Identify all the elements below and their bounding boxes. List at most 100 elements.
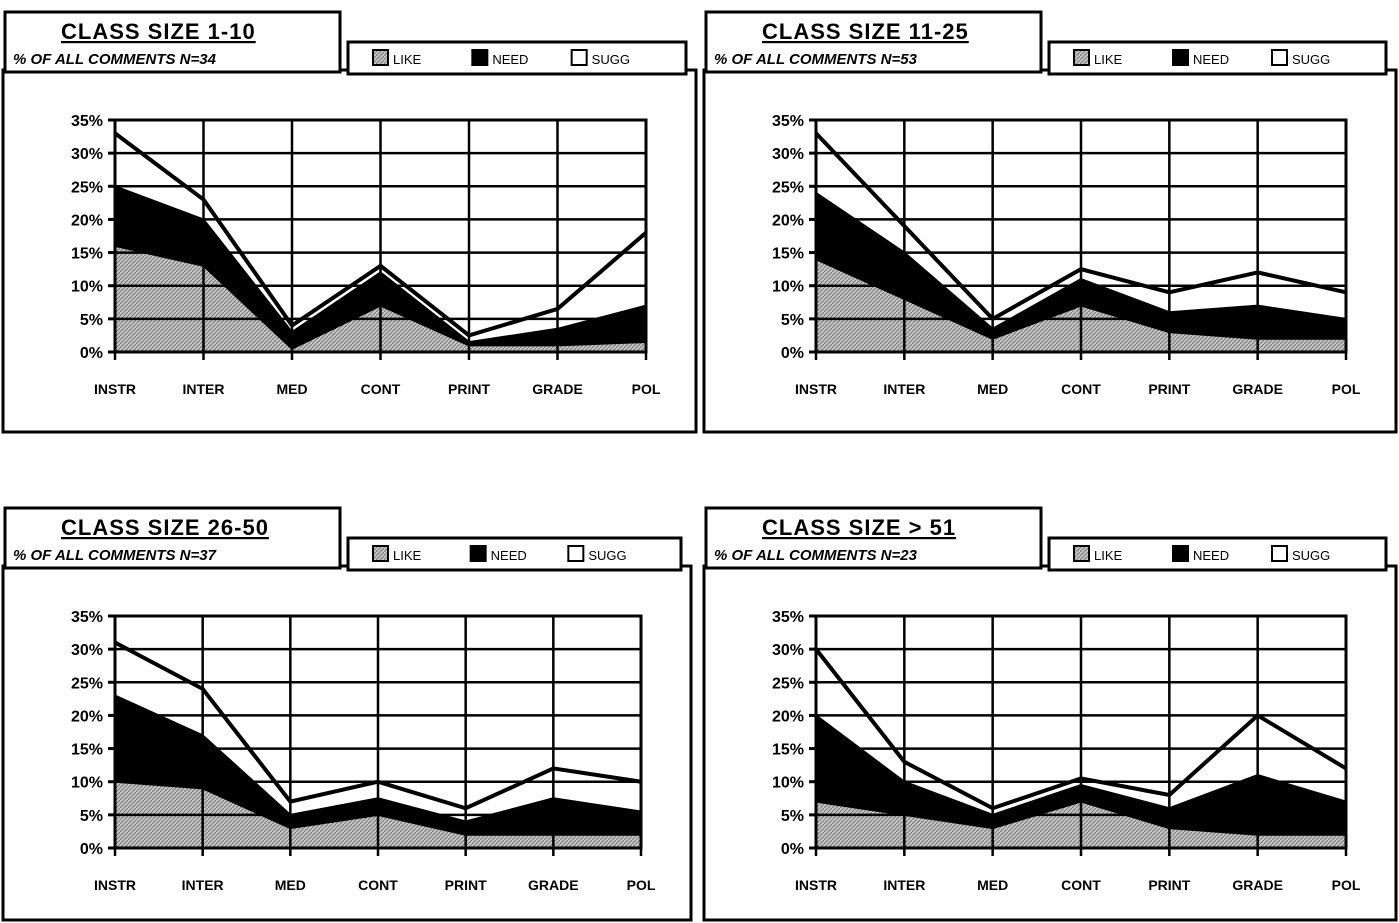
x-tick-label: MED: [276, 381, 307, 397]
legend-label-need: NEED: [491, 548, 527, 563]
chart-title: CLASS SIZE 1-10: [61, 19, 256, 44]
y-tick-label: 15%: [71, 742, 103, 759]
series-line-need: [114, 185, 647, 344]
series-line-like: [815, 258, 1346, 340]
x-tick-label: PRINT: [1148, 381, 1190, 397]
chart-subtitle: % OF ALL COMMENTS N=53: [714, 51, 918, 68]
series-area-sugg: [816, 133, 1346, 329]
legend-label-sugg: SUGG: [588, 548, 626, 563]
series-area-like: [115, 245, 646, 352]
x-tick-label: INSTR: [795, 381, 837, 397]
x-tick-label: GRADE: [532, 381, 583, 397]
y-tick-label: 20%: [772, 212, 804, 229]
legend-swatch-sugg: [1271, 49, 1288, 66]
legend-box: [1047, 40, 1388, 76]
x-tick-label: CONT: [1061, 877, 1101, 893]
chart-legend: LIKE NEED SUGG: [346, 536, 683, 572]
x-tick-label: CONT: [1061, 381, 1101, 397]
y-tick-label: 0%: [781, 345, 804, 362]
x-tick-label: MED: [275, 877, 306, 893]
panel-frame: [1, 68, 698, 434]
x-tick-label: INTER: [183, 381, 225, 397]
y-tick-label: 30%: [71, 146, 103, 163]
legend-label-like: LIKE: [1094, 548, 1123, 563]
y-tick-label: 20%: [71, 212, 103, 229]
x-tick-label: INSTR: [94, 877, 136, 893]
chart-panel-4: CLASS SIZE > 51 % OF ALL COMMENTS N=23 LIK…: [702, 506, 1398, 922]
x-tick-label: GRADE: [528, 877, 579, 893]
chart-panel-3: CLASS SIZE 26-50 % OF ALL COMMENTS N=37 LI…: [1, 506, 693, 922]
y-tick-label: 10%: [772, 775, 804, 792]
y-tick-label: 25%: [772, 179, 804, 196]
x-tick-label: PRINT: [448, 381, 490, 397]
chart-legend: LIKE NEED SUGG: [1047, 536, 1388, 572]
legend-swatch-need: [1172, 545, 1189, 562]
legend-swatch-sugg: [567, 545, 585, 562]
chart-title: CLASS SIZE 11-25: [762, 19, 969, 44]
x-tick-label: INTER: [182, 877, 224, 893]
series-area-sugg: [816, 649, 1346, 815]
x-tick-label: POL: [627, 877, 656, 893]
x-tick-label: CONT: [361, 381, 401, 397]
series-area-need: [115, 186, 646, 349]
series-area-sugg: [115, 133, 646, 343]
y-tick-label: 0%: [80, 841, 103, 858]
series-line-need: [114, 694, 642, 823]
x-tick-label: MED: [977, 381, 1008, 397]
plot-border: [113, 118, 648, 354]
chart-panel-2: CLASS SIZE 11-25 % OF ALL COMMENTS N=53 LI…: [702, 10, 1398, 434]
x-tick-label: MED: [977, 877, 1008, 893]
legend-label-need: NEED: [1193, 52, 1229, 67]
x-tick-label: INTER: [883, 381, 925, 397]
x-tick-label: CONT: [358, 877, 398, 893]
legend-label-need: NEED: [492, 52, 528, 67]
series-line-sugg: [114, 640, 642, 811]
chart-legend: LIKE NEED SUGG: [346, 40, 688, 76]
series-line-sugg: [814, 131, 1347, 322]
y-tick-label: 5%: [80, 808, 103, 825]
title-box: [704, 10, 1043, 74]
y-tick-label: 5%: [781, 808, 804, 825]
x-tick-label: INSTR: [795, 877, 837, 893]
y-tick-label: 0%: [781, 841, 804, 858]
legend-label-need: NEED: [1193, 548, 1229, 563]
legend-swatch-like: [372, 545, 389, 562]
legend-label-sugg: SUGG: [1292, 52, 1330, 67]
panel-frame: [702, 68, 1398, 434]
y-tick-label: 10%: [71, 279, 103, 296]
series-line-sugg: [113, 131, 648, 338]
y-tick-label: 10%: [772, 279, 804, 296]
x-tick-label: GRADE: [1232, 877, 1283, 893]
legend-swatch-like: [1073, 545, 1090, 562]
y-tick-label: 25%: [71, 675, 103, 692]
legend-swatch-need: [471, 49, 489, 66]
title-box: [3, 506, 342, 570]
series-line-sugg: [814, 647, 1348, 811]
y-tick-label: 25%: [71, 179, 103, 196]
plot-border: [113, 614, 643, 850]
y-tick-label: 0%: [80, 345, 103, 362]
x-tick-label: GRADE: [1232, 381, 1283, 397]
y-tick-label: 10%: [71, 775, 103, 792]
y-tick-label: 20%: [71, 708, 103, 725]
series-line-need: [815, 192, 1347, 331]
series-line-need: [815, 714, 1347, 816]
series-line-like: [114, 780, 641, 836]
y-tick-label: 35%: [772, 113, 804, 130]
y-tick-label: 35%: [71, 609, 103, 626]
y-tick-label: 20%: [772, 708, 804, 725]
x-tick-label: PRINT: [1148, 877, 1190, 893]
y-tick-label: 15%: [71, 246, 103, 263]
legend-swatch-sugg: [1271, 545, 1288, 562]
legend-swatch-sugg: [570, 49, 588, 66]
y-tick-label: 5%: [781, 312, 804, 329]
legend-swatch-need: [469, 545, 487, 562]
x-tick-label: INSTR: [94, 381, 136, 397]
title-box: [3, 10, 342, 74]
chart-subtitle: % OF ALL COMMENTS N=34: [13, 51, 217, 68]
panel-frame: [1, 564, 693, 922]
y-tick-label: 30%: [772, 146, 804, 163]
series-area-need: [816, 192, 1346, 339]
y-tick-label: 30%: [71, 642, 103, 659]
legend-swatch-need: [1172, 49, 1189, 66]
